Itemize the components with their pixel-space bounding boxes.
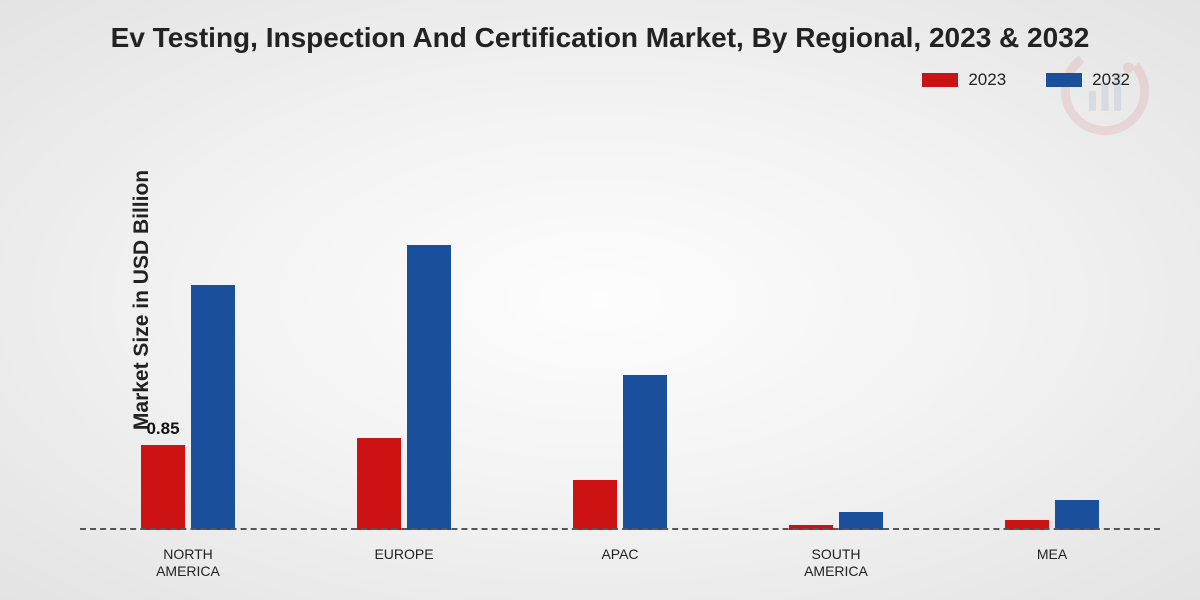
bar-groups: 0.85 bbox=[80, 110, 1160, 530]
legend: 2023 2032 bbox=[922, 70, 1130, 90]
x-axis-category-label: NORTH AMERICA bbox=[80, 546, 296, 580]
bar-data-label: 0.85 bbox=[146, 419, 179, 439]
x-axis-category-label: MEA bbox=[944, 546, 1160, 580]
x-axis-baseline bbox=[80, 528, 1160, 530]
bar bbox=[573, 480, 617, 530]
legend-label-2023: 2023 bbox=[968, 70, 1006, 90]
bar bbox=[357, 438, 401, 530]
legend-item-2032: 2032 bbox=[1046, 70, 1130, 90]
bar bbox=[191, 285, 235, 530]
legend-label-2032: 2032 bbox=[1092, 70, 1130, 90]
plot-area: 0.85 bbox=[80, 110, 1160, 530]
bar: 0.85 bbox=[141, 445, 185, 530]
x-axis-labels: NORTH AMERICAEUROPEAPACSOUTH AMERICAMEA bbox=[80, 546, 1160, 580]
legend-swatch-2032 bbox=[1046, 73, 1082, 87]
bar bbox=[407, 245, 451, 530]
x-axis-category-label: SOUTH AMERICA bbox=[728, 546, 944, 580]
legend-item-2023: 2023 bbox=[922, 70, 1006, 90]
legend-swatch-2023 bbox=[922, 73, 958, 87]
bar-group: 0.85 bbox=[80, 110, 296, 530]
x-axis-category-label: EUROPE bbox=[296, 546, 512, 580]
bar-group bbox=[296, 110, 512, 530]
x-axis-category-label: APAC bbox=[512, 546, 728, 580]
bar-group bbox=[512, 110, 728, 530]
bar bbox=[1055, 500, 1099, 530]
bar-group bbox=[728, 110, 944, 530]
bar bbox=[623, 375, 667, 530]
bar-group bbox=[944, 110, 1160, 530]
chart-title: Ev Testing, Inspection And Certification… bbox=[0, 22, 1200, 54]
